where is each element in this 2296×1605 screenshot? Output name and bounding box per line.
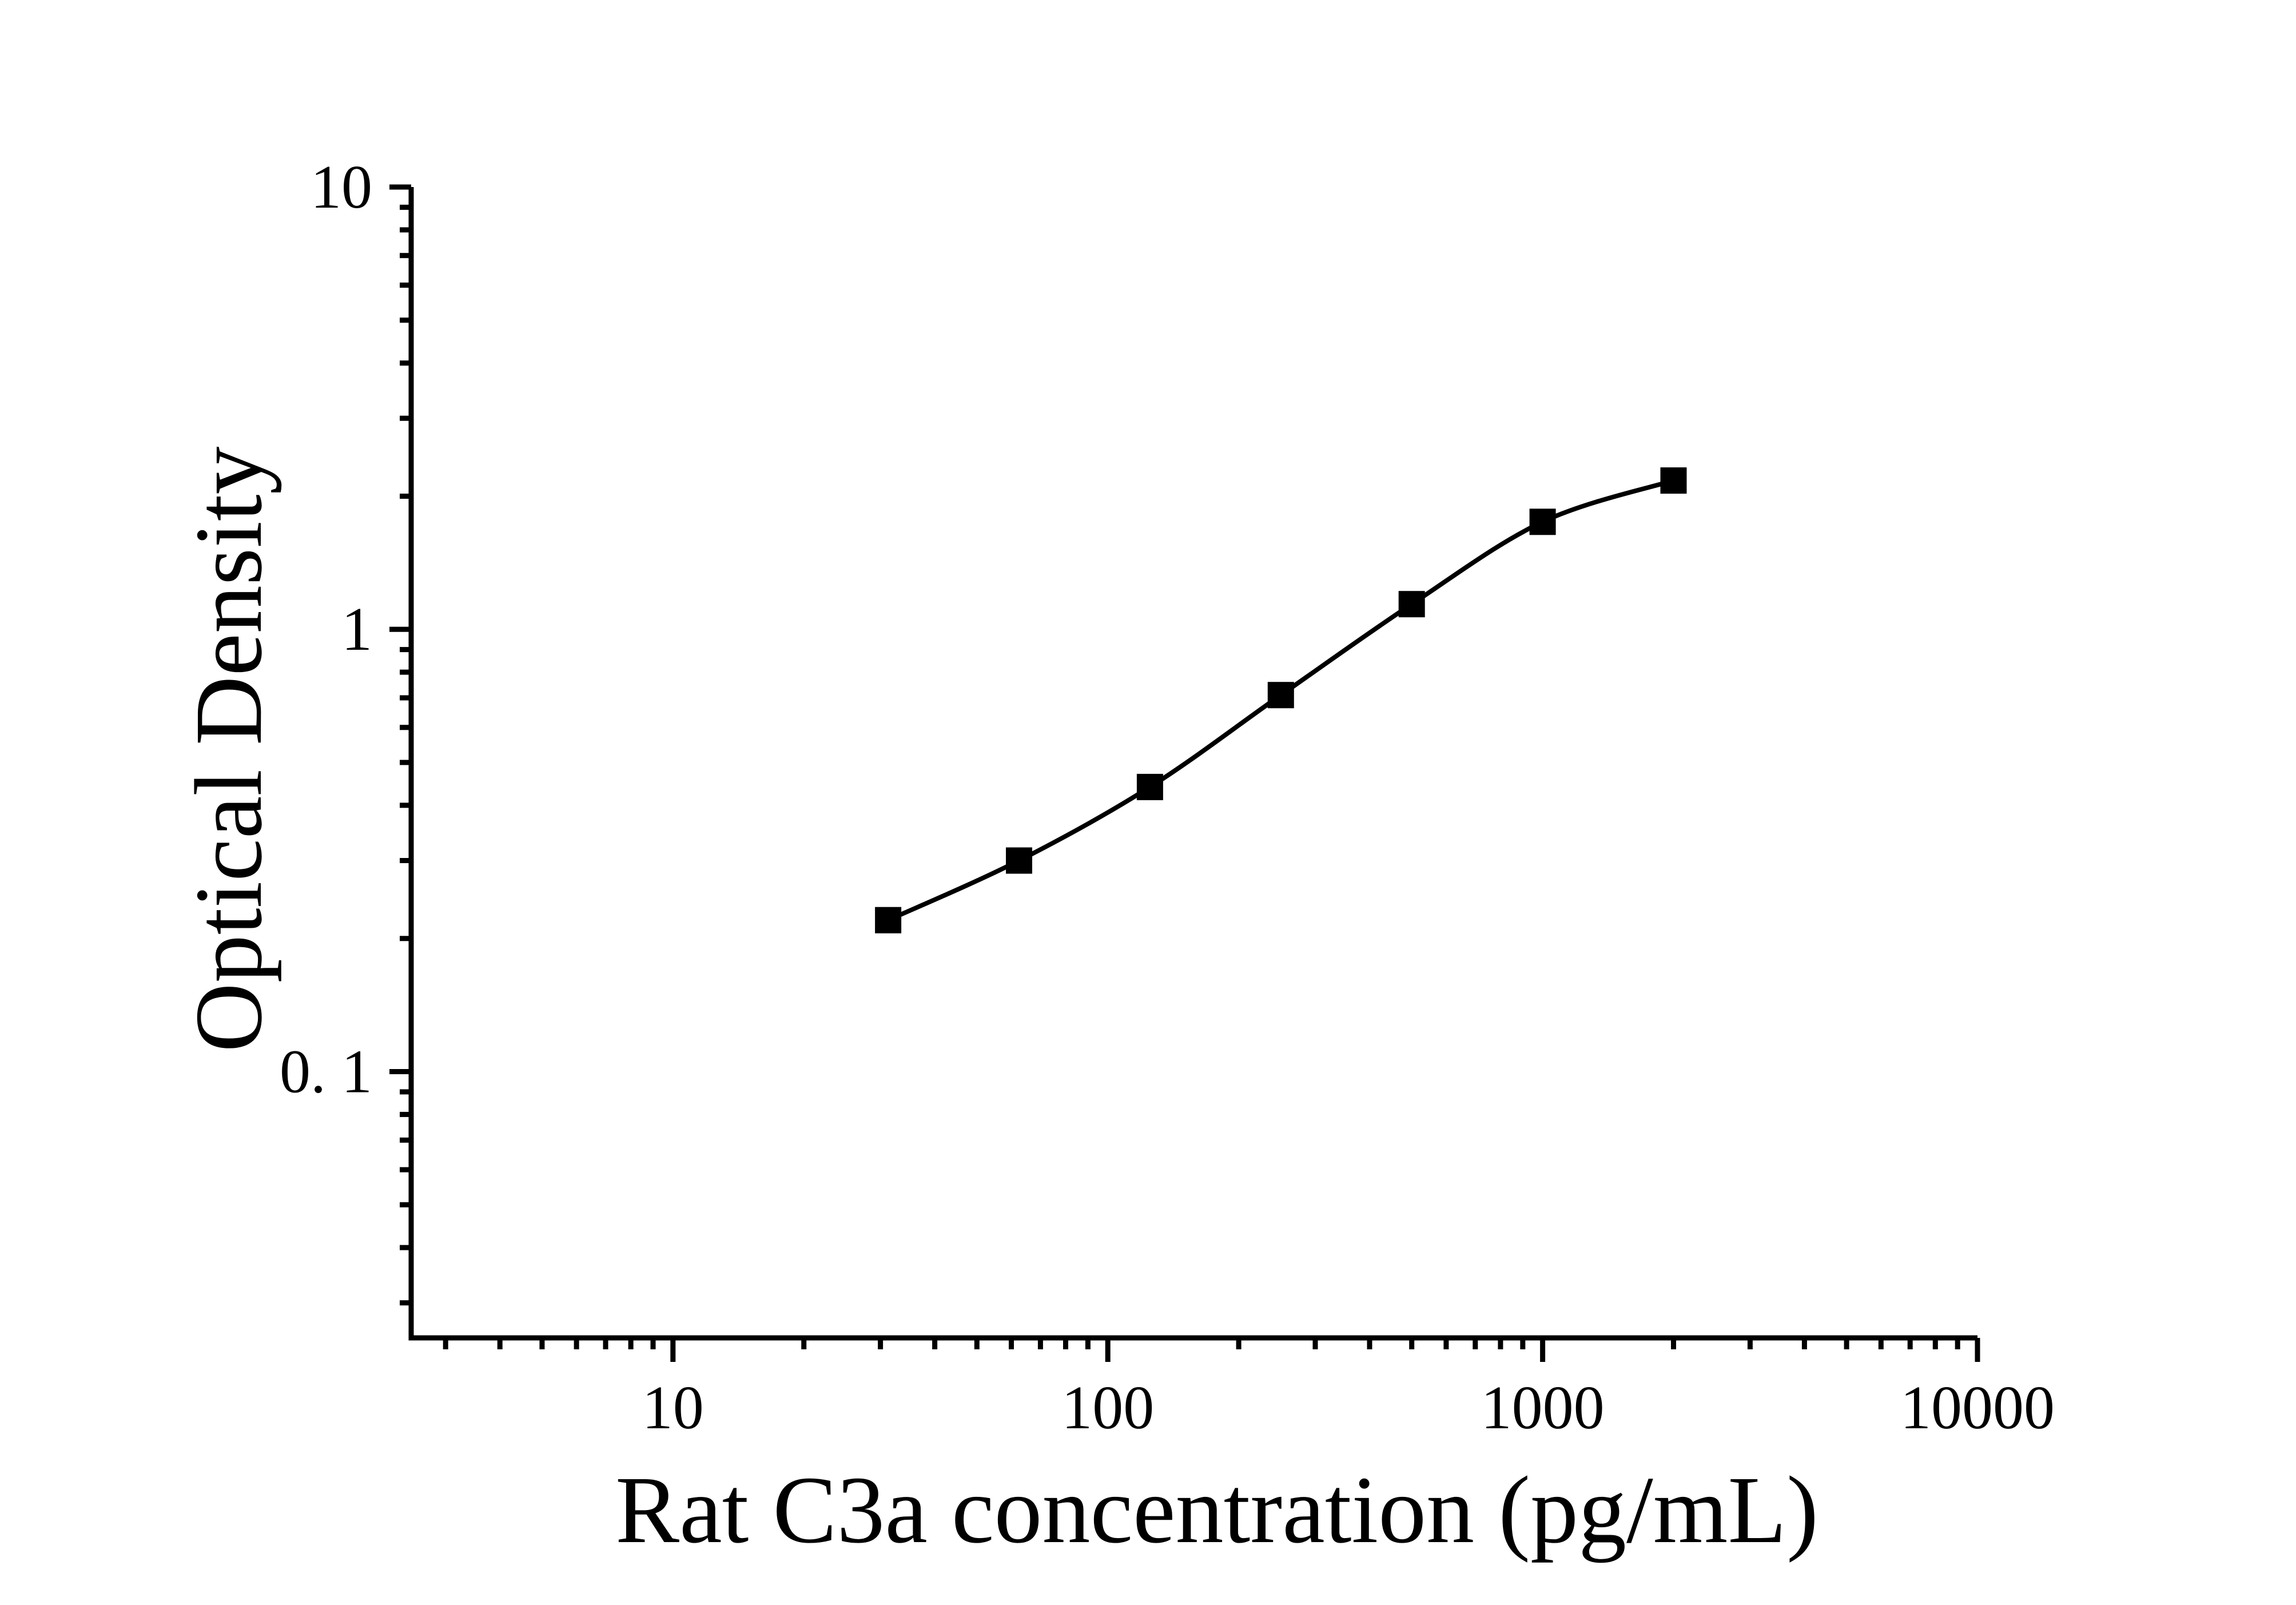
data-point-marker [1006, 847, 1032, 874]
x-axis-title: Rat C3a concentration (pg/mL) [615, 1457, 1819, 1563]
x-axis-tick-label: 100 [1061, 1374, 1154, 1442]
data-point-markers [875, 467, 1687, 933]
data-point-marker [875, 907, 902, 933]
data-point-marker [1136, 773, 1163, 800]
y-axis-tick-label: 0. 1 [280, 1038, 372, 1106]
y-axis-major-ticks: 10 1 0. 1 [280, 153, 411, 1106]
data-point-marker [1529, 508, 1556, 535]
x-axis-minor-ticks [443, 1338, 1960, 1349]
y-axis-tick-label: 1 [341, 595, 372, 664]
axis-lines [408, 187, 1977, 1341]
x-axis-tick-label: 1000 [1481, 1374, 1605, 1442]
y-axis-tick-label: 10 [311, 153, 372, 221]
data-point-marker [1267, 682, 1294, 709]
y-axis-minor-ticks [400, 204, 411, 1306]
x-axis-major-ticks: 10 100 1000 10000 [642, 1338, 2055, 1442]
x-axis-tick-label: 10 [642, 1374, 704, 1442]
data-point-marker [1660, 467, 1687, 494]
x-axis-tick-label: 10000 [1900, 1374, 2055, 1442]
y-axis-title: Optical Density [176, 446, 282, 1052]
data-point-marker [1398, 591, 1425, 618]
